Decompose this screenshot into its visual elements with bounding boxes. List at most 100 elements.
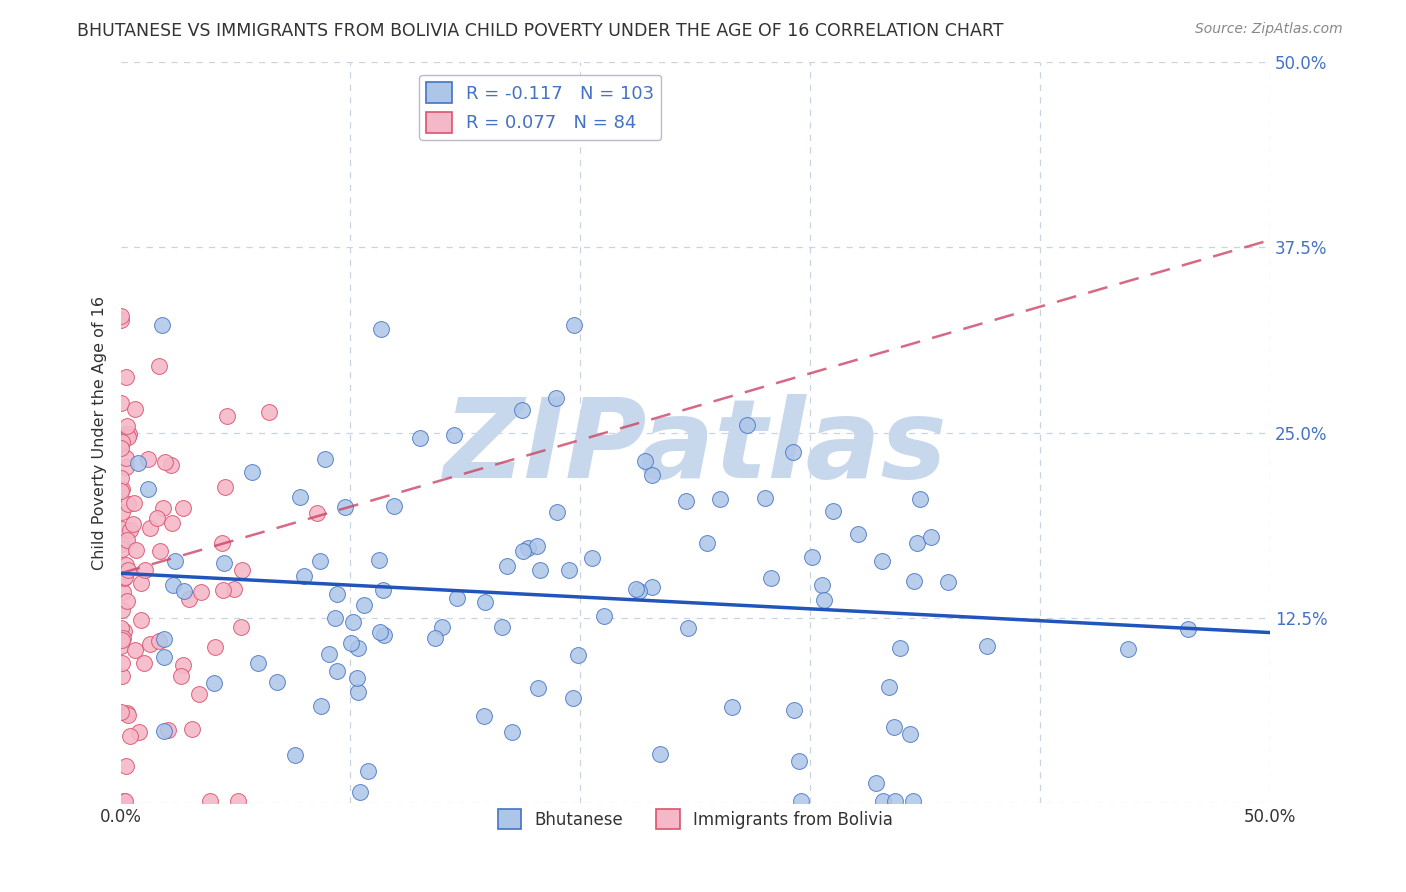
Point	[347, 685, 370, 699]
Point	[115, 594, 138, 608]
Point	[314, 451, 336, 466]
Point	[790, 795, 813, 809]
Point	[211, 536, 233, 550]
Point	[145, 511, 167, 525]
Point	[783, 702, 806, 716]
Point	[627, 584, 650, 599]
Point	[546, 391, 568, 405]
Point	[160, 516, 183, 530]
Point	[181, 722, 204, 736]
Point	[110, 395, 132, 409]
Point	[187, 687, 209, 701]
Point	[368, 624, 391, 639]
Point	[115, 533, 138, 547]
Point	[650, 747, 672, 762]
Point	[231, 620, 253, 634]
Point	[561, 690, 583, 705]
Point	[112, 624, 135, 638]
Point	[149, 544, 172, 558]
Point	[292, 569, 315, 583]
Point	[501, 725, 523, 739]
Point	[173, 583, 195, 598]
Point	[111, 506, 134, 520]
Point	[215, 409, 238, 424]
Point	[204, 640, 226, 655]
Point	[111, 633, 134, 648]
Point	[562, 318, 585, 332]
Point	[446, 591, 468, 605]
Point	[801, 549, 824, 564]
Text: Source: ZipAtlas.com: Source: ZipAtlas.com	[1195, 22, 1343, 37]
Point	[936, 575, 959, 590]
Point	[1177, 623, 1199, 637]
Point	[782, 445, 804, 459]
Point	[908, 492, 931, 507]
Point	[159, 458, 181, 472]
Point	[526, 539, 548, 553]
Point	[120, 523, 142, 537]
Point	[157, 723, 180, 738]
Point	[110, 434, 132, 449]
Point	[373, 627, 395, 641]
Point	[170, 669, 193, 683]
Point	[567, 648, 589, 662]
Point	[877, 681, 900, 695]
Point	[709, 492, 731, 507]
Point	[246, 657, 269, 671]
Point	[212, 557, 235, 571]
Point	[111, 669, 134, 683]
Point	[810, 578, 832, 592]
Point	[370, 322, 392, 336]
Point	[125, 542, 148, 557]
Point	[179, 592, 201, 607]
Point	[139, 637, 162, 651]
Point	[872, 795, 894, 809]
Point	[110, 621, 132, 635]
Point	[153, 650, 176, 665]
Point	[115, 450, 138, 465]
Point	[212, 582, 235, 597]
Point	[134, 656, 156, 670]
Point	[115, 706, 138, 720]
Point	[118, 426, 141, 441]
Point	[546, 505, 568, 519]
Point	[495, 558, 517, 573]
Point	[675, 494, 697, 508]
Point	[323, 611, 346, 625]
Point	[883, 720, 905, 734]
Point	[114, 427, 136, 442]
Point	[122, 517, 145, 532]
Point	[889, 640, 911, 655]
Point	[128, 725, 150, 739]
Point	[903, 574, 925, 588]
Point	[114, 759, 136, 773]
Point	[117, 497, 139, 511]
Point	[318, 647, 340, 661]
Point	[110, 537, 132, 551]
Point	[865, 776, 887, 790]
Point	[266, 674, 288, 689]
Point	[581, 551, 603, 566]
Point	[124, 643, 146, 657]
Point	[357, 764, 380, 778]
Point	[512, 543, 534, 558]
Point	[231, 563, 253, 577]
Point	[898, 727, 921, 741]
Point	[257, 405, 280, 419]
Point	[349, 785, 371, 799]
Point	[129, 613, 152, 627]
Point	[883, 795, 905, 809]
Point	[148, 359, 170, 373]
Point	[110, 639, 132, 653]
Point	[326, 587, 349, 601]
Point	[340, 636, 363, 650]
Point	[443, 428, 465, 442]
Point	[823, 504, 845, 518]
Point	[153, 723, 176, 738]
Point	[901, 795, 924, 809]
Point	[110, 483, 132, 498]
Point	[118, 730, 141, 744]
Point	[737, 418, 759, 433]
Point	[190, 584, 212, 599]
Point	[240, 465, 263, 479]
